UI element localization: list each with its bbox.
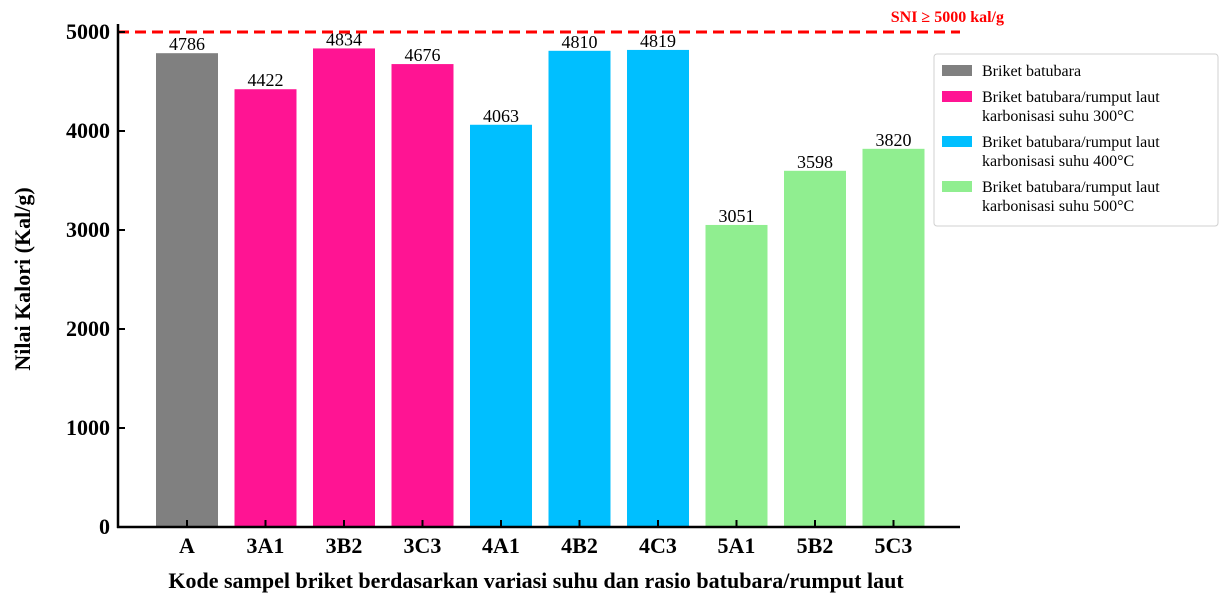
legend-label-0: Briket batubara bbox=[982, 63, 1081, 80]
reference-line-group: SNI ≥ 5000 kal/g bbox=[118, 9, 1004, 34]
bars-group bbox=[156, 48, 925, 528]
bar-3b2 bbox=[313, 48, 375, 528]
x-tick-label-5b2: 5B2 bbox=[797, 533, 834, 558]
bar-4c3 bbox=[627, 49, 689, 527]
legend-swatch-0 bbox=[942, 65, 972, 76]
y-ticks-group: 0 1000 2000 3000 4000 5000 bbox=[66, 19, 125, 539]
bar-3c3 bbox=[391, 64, 454, 528]
data-label-3a1: 4422 bbox=[248, 70, 284, 90]
y-tick-label-0: 0 bbox=[99, 514, 110, 539]
y-tick-label-1000: 1000 bbox=[66, 415, 110, 440]
legend: Briket batubara Briket batubara/rumput la… bbox=[933, 53, 1219, 227]
legend-swatch-2 bbox=[942, 136, 972, 147]
legend-label-1: Briket batubara/rumput laut karbonisasi s… bbox=[982, 89, 1160, 125]
y-tick-label-3000: 3000 bbox=[66, 217, 110, 242]
x-axis-title: Kode sampel briket berdasarkan variasi s… bbox=[168, 568, 904, 593]
data-labels-group: 4786 4422 4834 4676 4063 4810 4819 3051 3598 3820 bbox=[169, 29, 912, 226]
sni-reference-label: SNI ≥ 5000 kal/g bbox=[891, 9, 1004, 26]
legend-swatch-1 bbox=[942, 91, 972, 102]
y-tick-label-5000: 5000 bbox=[66, 19, 110, 44]
axes-group bbox=[116, 24, 960, 529]
bar-a bbox=[156, 53, 218, 527]
x-tick-label-a: A bbox=[179, 533, 195, 558]
data-label-4a1: 4063 bbox=[483, 106, 519, 126]
x-tick-label-4a1: 4A1 bbox=[482, 533, 520, 558]
bar-5c3 bbox=[862, 148, 925, 527]
data-label-4c3: 4819 bbox=[640, 31, 676, 51]
bar-5a1 bbox=[705, 224, 768, 528]
x-tick-label-5a1: 5A1 bbox=[718, 533, 756, 558]
x-tick-label-5c3: 5C3 bbox=[875, 533, 913, 558]
x-tick-label-3a1: 3A1 bbox=[247, 533, 285, 558]
data-label-3c3: 4676 bbox=[405, 45, 441, 65]
x-tick-label-3c3: 3C3 bbox=[404, 533, 442, 558]
bar-5b2 bbox=[784, 170, 846, 527]
data-label-5c3: 3820 bbox=[876, 130, 912, 150]
x-ticks-group: A 3A1 3B2 3C3 4A1 4B2 4C3 5A1 5B2 5C3 bbox=[179, 520, 912, 558]
bar-4b2 bbox=[548, 50, 611, 528]
legend-label-3: Briket batubara/rumput laut karbonisasi s… bbox=[982, 179, 1160, 215]
x-tick-label-4c3: 4C3 bbox=[639, 533, 677, 558]
y-tick-label-2000: 2000 bbox=[66, 316, 110, 341]
x-tick-label-3b2: 3B2 bbox=[326, 533, 363, 558]
data-label-4b2: 4810 bbox=[562, 32, 598, 52]
legend-swatch-3 bbox=[942, 181, 972, 192]
bar-4a1 bbox=[470, 124, 532, 527]
legend-label-2: Briket batubara/rumput laut karbonisasi s… bbox=[982, 134, 1160, 170]
legend-frame bbox=[933, 53, 1219, 227]
data-label-5a1: 3051 bbox=[719, 206, 755, 226]
y-tick-label-4000: 4000 bbox=[66, 118, 110, 143]
data-label-3b2: 4834 bbox=[326, 29, 362, 49]
data-label-a: 4786 bbox=[169, 34, 205, 54]
bar-3a1 bbox=[234, 89, 297, 528]
y-axis-title: Nilai Kalori (Kal/g) bbox=[10, 187, 35, 370]
data-label-5b2: 3598 bbox=[797, 152, 833, 172]
x-tick-label-4b2: 4B2 bbox=[561, 533, 598, 558]
